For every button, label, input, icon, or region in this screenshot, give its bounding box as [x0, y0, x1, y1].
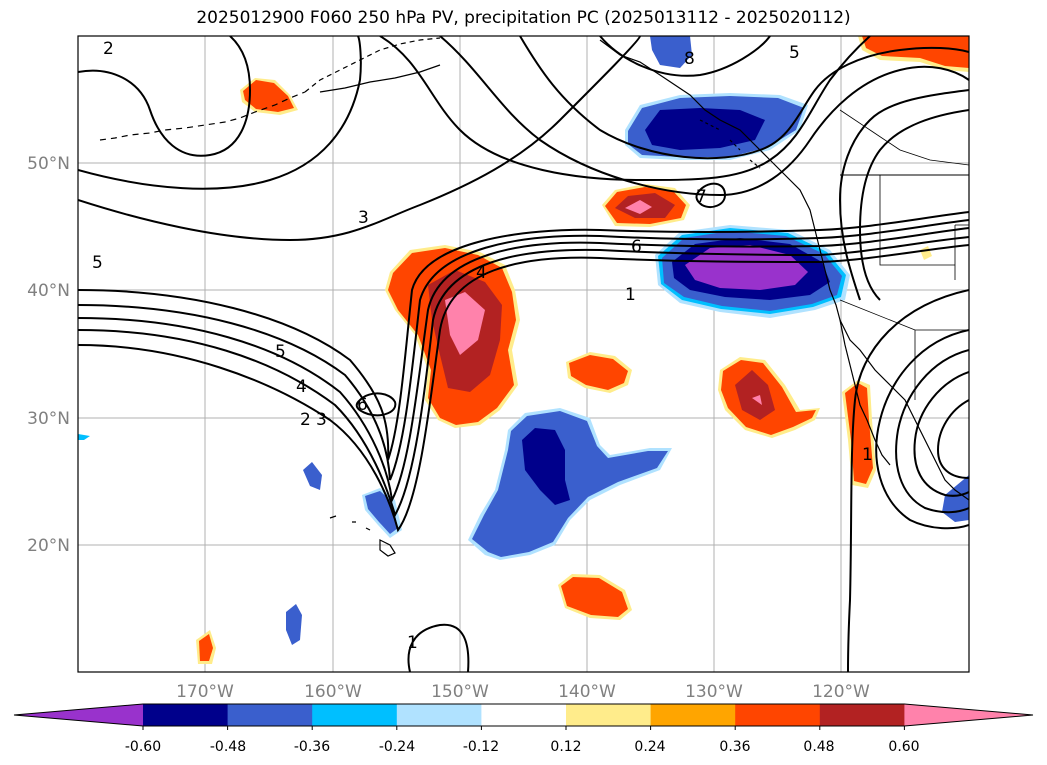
map-title: 2025012900 F060 250 hPa PV, precipitatio… [196, 8, 851, 28]
negative-anomaly-edge [78, 434, 90, 440]
negative-anomaly-northeast [625, 93, 808, 160]
lon-label: 130°W [685, 682, 743, 702]
pv-contours [78, 36, 969, 672]
negative-anomaly-top [650, 36, 692, 68]
positive-anomaly-southwest [196, 630, 216, 664]
colorbar-extend-max [904, 704, 1033, 726]
negative-anomaly-south [468, 408, 672, 560]
colorbar-tick-label: -0.36 [294, 739, 330, 755]
positive-anomaly-northeast [858, 36, 969, 72]
colorbar-tick-label: -0.24 [379, 739, 415, 755]
contour-label: 1 [862, 445, 873, 465]
colorbar-tick-label: 0.36 [719, 739, 750, 755]
contour-label: 1 [625, 285, 636, 305]
positive-anomaly-central [385, 245, 520, 428]
colorbar-segment [227, 704, 313, 726]
colorbar-tick-label: 0.12 [550, 739, 581, 755]
contour-label: 5 [789, 43, 800, 63]
colorbar-segment [396, 704, 482, 726]
contour-label: 6 [631, 237, 642, 257]
lon-label: 160°W [304, 682, 362, 702]
lat-label: 30°N [27, 409, 70, 429]
positive-anomaly-east [718, 357, 820, 438]
colorbar [13, 703, 1034, 730]
positive-anomaly-alaska [240, 78, 298, 115]
positive-anomaly-baja [842, 380, 876, 488]
map-area [78, 36, 969, 672]
lon-label: 140°W [558, 682, 616, 702]
colorbar-tick-label: -0.12 [463, 739, 499, 755]
negative-anomaly-coast [655, 225, 850, 318]
lat-label: 40°N [27, 281, 70, 301]
map-frame [77, 35, 970, 673]
positive-anomaly-north [602, 184, 690, 227]
colorbar-tick-label: 0.48 [803, 739, 834, 755]
colorbar-ticks: -0.60 -0.48 -0.36 -0.24 -0.12 0.12 0.24 … [125, 739, 920, 755]
colorbar-extend-min [14, 704, 143, 726]
positive-anomaly-south [558, 574, 632, 620]
lon-label: 120°W [812, 682, 870, 702]
axis-labels: 170°W 160°W 150°W 140°W 130°W 120°W 50°N… [27, 154, 870, 702]
lon-label: 150°W [431, 682, 489, 702]
contour-labels: 2 3 5 4 6 1 5 4 2 3 6 8 5 1 1 7 [92, 39, 873, 653]
contour-label: 1 [407, 633, 418, 653]
colorbar-segment [819, 704, 905, 726]
contour-label: 8 [684, 49, 695, 69]
lon-label: 170°W [176, 682, 234, 702]
contour-label: 4 [476, 263, 487, 283]
colorbar-tick-label: 0.24 [634, 739, 665, 755]
colorbar-segment [650, 704, 736, 726]
colorbar-segment [312, 704, 398, 726]
colorbar-tick-label: 0.60 [888, 739, 919, 755]
negative-anomaly-west [303, 462, 322, 490]
colorbar-tick-label: -0.48 [210, 739, 246, 755]
contour-label: 6 [357, 395, 368, 415]
contour-label: 2 [103, 39, 114, 59]
contour-label: 2 [300, 410, 311, 430]
contour-label: 3 [316, 410, 327, 430]
lat-label: 50°N [27, 154, 70, 174]
colorbar-segment [566, 704, 652, 726]
positive-anomaly-mid [566, 352, 632, 393]
contour-label: 5 [92, 253, 103, 273]
colorbar-segment [143, 704, 229, 726]
contour-label: 7 [696, 187, 707, 207]
colorbar-segment [735, 704, 821, 726]
colorbar-segment [481, 704, 567, 726]
lat-label: 20°N [27, 536, 70, 556]
contour-label: 5 [275, 342, 286, 362]
colorbar-tick-label: -0.60 [125, 739, 161, 755]
contour-label: 4 [296, 377, 307, 397]
negative-anomaly-southwest [286, 604, 302, 645]
contour-label: 3 [358, 208, 369, 228]
coastlines [99, 37, 969, 557]
